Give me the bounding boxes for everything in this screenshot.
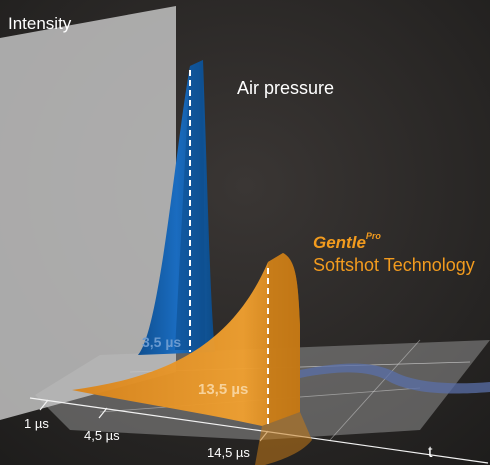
gentle-pro-brand: GentlePro bbox=[313, 231, 381, 253]
tick-label-14-5us: 14,5 µs bbox=[207, 445, 250, 460]
air-pressure-label: Air pressure bbox=[237, 78, 335, 98]
gentle-pro-pulse bbox=[72, 253, 300, 426]
tick-label-4-5us: 4,5 µs bbox=[84, 428, 120, 443]
air-pressure-duration-label: 3,5 µs bbox=[142, 334, 182, 350]
gentle-pro-pulse-side bbox=[268, 253, 300, 424]
time-axis-label: t bbox=[428, 444, 433, 461]
softshot-technology-label: Softshot Technology bbox=[313, 255, 475, 275]
tick-mark bbox=[98, 407, 108, 419]
tick-label-1us: 1 µs bbox=[24, 416, 49, 431]
intensity-axis-label: Intensity bbox=[8, 14, 72, 33]
tick-mark bbox=[39, 399, 49, 411]
residual-wave bbox=[300, 363, 490, 394]
brand-superscript: Pro bbox=[365, 231, 381, 241]
gentle-pro-duration-label: 13,5 µs bbox=[198, 381, 249, 398]
floor-gridline bbox=[329, 339, 421, 441]
intensity-panel bbox=[0, 6, 176, 420]
brand-name: Gentle bbox=[313, 233, 366, 252]
gentle-pro-pulse-reflection bbox=[255, 412, 312, 465]
